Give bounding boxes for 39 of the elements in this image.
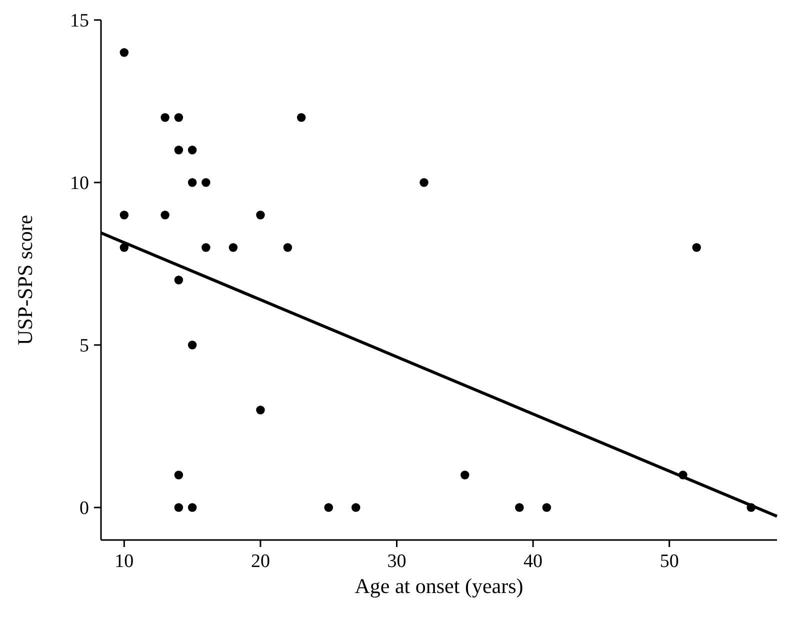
point [256, 406, 265, 414]
point [324, 503, 333, 512]
point [296, 113, 306, 122]
point [160, 113, 170, 122]
x-tick-label: 40 [524, 551, 543, 572]
point [174, 146, 184, 154]
point [283, 243, 292, 252]
x-tick-label: 20 [250, 551, 270, 572]
point [174, 503, 184, 512]
y-axis-title: USP-SPS score [13, 214, 37, 346]
point [228, 243, 238, 252]
y-tick-label: 10 [70, 173, 89, 194]
point [174, 113, 184, 122]
point [120, 48, 129, 57]
point [460, 470, 470, 480]
x-tick-label: 50 [660, 551, 679, 572]
point [202, 178, 210, 187]
point [420, 178, 428, 187]
point [174, 276, 184, 284]
y-tick-label: 5 [80, 336, 89, 357]
y-tick-label: 15 [70, 10, 89, 32]
point [160, 210, 170, 220]
point [120, 210, 129, 220]
point [202, 243, 210, 252]
point [120, 243, 129, 252]
x-tick-label: 30 [387, 551, 406, 572]
point [174, 470, 184, 480]
point [692, 243, 701, 252]
point [188, 178, 197, 187]
point [188, 340, 197, 350]
point [256, 210, 265, 220]
point [351, 503, 360, 512]
x-tick-label: 10 [114, 551, 134, 572]
point [542, 503, 552, 512]
point [188, 503, 197, 512]
point [515, 503, 524, 512]
point [188, 146, 197, 154]
y-tick-label: 0 [80, 498, 89, 520]
x-axis-title: Age at onset (years) [354, 574, 524, 598]
